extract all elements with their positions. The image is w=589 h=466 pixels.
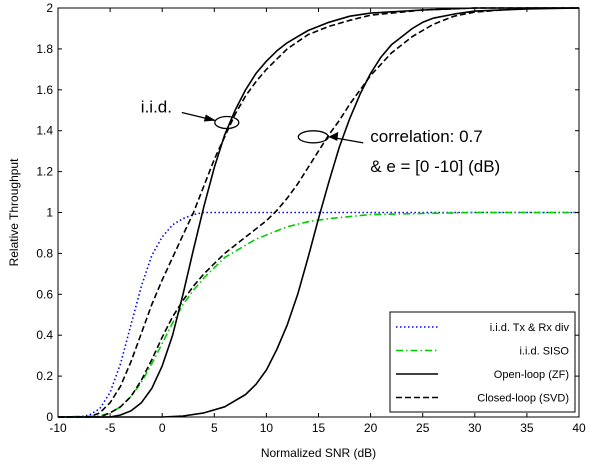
x-tick-label: 30 bbox=[468, 421, 482, 435]
y-tick-label: 0 bbox=[46, 410, 53, 424]
y-tick-label: 1 bbox=[46, 206, 53, 220]
y-tick-label: 1.6 bbox=[36, 83, 53, 97]
series-layer bbox=[57, 7, 580, 418]
y-tick-label: 0.6 bbox=[36, 287, 53, 301]
series-line-3 bbox=[58, 7, 579, 418]
legend-items: i.i.d. Tx & Rx div i.i.d. SISO Open-loop (… bbox=[396, 322, 569, 405]
x-tick-label: -5 bbox=[105, 421, 116, 435]
iid-ellipse-marker bbox=[214, 115, 240, 130]
legend-label-1: i.i.d. Tx & Rx div bbox=[490, 322, 570, 334]
y-tick-label: 0.2 bbox=[36, 369, 53, 383]
legend-label-3: Open-loop (ZF) bbox=[494, 369, 569, 381]
y-tick-label: 1.8 bbox=[36, 42, 53, 56]
x-tick-label: 35 bbox=[520, 421, 534, 435]
x-tick-label: 0 bbox=[159, 421, 166, 435]
x-tick-label: 40 bbox=[572, 421, 586, 435]
series-line-5 bbox=[58, 7, 579, 418]
y-tick-label: 1.4 bbox=[36, 124, 53, 138]
x-axis-label: Normalized SNR (dB) bbox=[261, 446, 376, 460]
y-tick-label: 1.2 bbox=[36, 165, 53, 179]
y-tick-label: 0.8 bbox=[36, 246, 53, 260]
series-line-4 bbox=[58, 7, 580, 418]
legend-label-4: Closed-loop (SVD) bbox=[477, 393, 569, 405]
x-tick-label: 5 bbox=[211, 421, 218, 435]
x-tick-label: 10 bbox=[260, 421, 274, 435]
correlation-annotation: correlation: 0.7 bbox=[370, 127, 482, 146]
legend: i.i.d. Tx & Rx div i.i.d. SISO Open-loop (… bbox=[389, 311, 576, 413]
x-tick-label: -10 bbox=[49, 421, 67, 435]
y-tick-label: 0.4 bbox=[36, 328, 53, 342]
x-tick-label: 20 bbox=[364, 421, 378, 435]
iid-annotation: i.i.d. bbox=[141, 98, 172, 117]
correlation-arrowhead bbox=[328, 131, 339, 141]
legend-label-2: i.i.d. SISO bbox=[519, 346, 569, 358]
iid-arrowhead bbox=[203, 114, 216, 122]
y-tick-label: 2 bbox=[46, 1, 53, 15]
annotations: i.i.d. correlation: 0.7 & e = [0 -10] (d… bbox=[141, 98, 500, 176]
legend-box bbox=[389, 311, 576, 413]
series-line-1 bbox=[58, 211, 579, 418]
axis-ticks: -10 -5 0 5 10 15 20 25 30 35 40 0 0.2 0.4 0.6 0.8 1 1.2 1.… bbox=[36, 1, 586, 435]
x-tick-label: 25 bbox=[416, 421, 430, 435]
y-axis-label: Relative Throughput bbox=[7, 158, 21, 267]
x-tick-label: 15 bbox=[312, 421, 326, 435]
series-line-6 bbox=[58, 7, 579, 418]
error-vector-annotation: & e = [0 -10] (dB) bbox=[370, 157, 500, 176]
series-line-2 bbox=[57, 211, 579, 418]
